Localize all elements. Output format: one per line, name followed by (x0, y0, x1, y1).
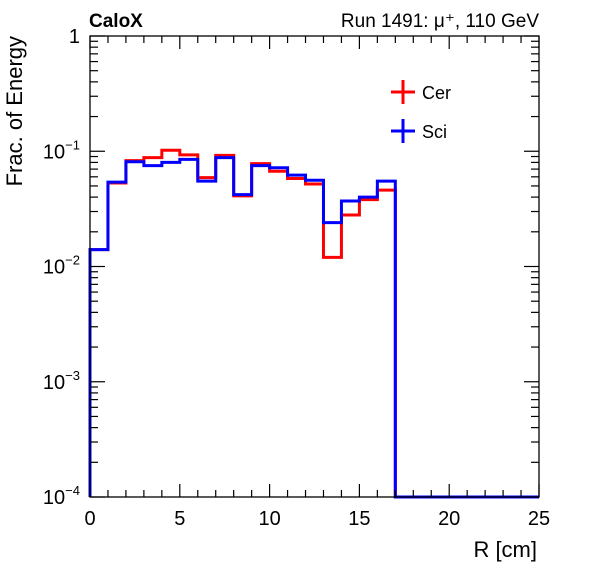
x-tick-label: 10 (258, 508, 280, 530)
legend-label: Sci (422, 122, 447, 142)
series-line-cer (88, 148, 539, 499)
x-tick-label: 25 (528, 508, 550, 530)
x-tick-label: 5 (174, 508, 185, 530)
plot-frame (89, 35, 540, 498)
x-tick-label: 20 (438, 508, 460, 530)
run-info-label: Run 1491: μ⁺, 110 GeV (341, 11, 539, 32)
experiment-label: CaloX (89, 11, 143, 32)
series-line-sci (88, 156, 539, 499)
y-tick-label: 10−1 (43, 137, 80, 163)
y-tick-label: 10−2 (43, 253, 80, 279)
y-tick-label: 10−3 (43, 368, 80, 394)
legend-label: Cer (422, 83, 451, 103)
plot-area: 0 5 10 15 20 25 10−4 10−3 10−2 10−1 1 (43, 26, 550, 530)
x-tick-label: 15 (348, 508, 370, 530)
y-tick-label: 10−4 (43, 483, 80, 509)
y-axis-title: Frac. of Energy (2, 36, 27, 186)
x-axis-title: R [cm] (473, 537, 537, 562)
legend: Cer Sci (391, 80, 451, 143)
y-tick-label: 1 (69, 26, 80, 48)
x-tick-label: 0 (84, 508, 95, 530)
